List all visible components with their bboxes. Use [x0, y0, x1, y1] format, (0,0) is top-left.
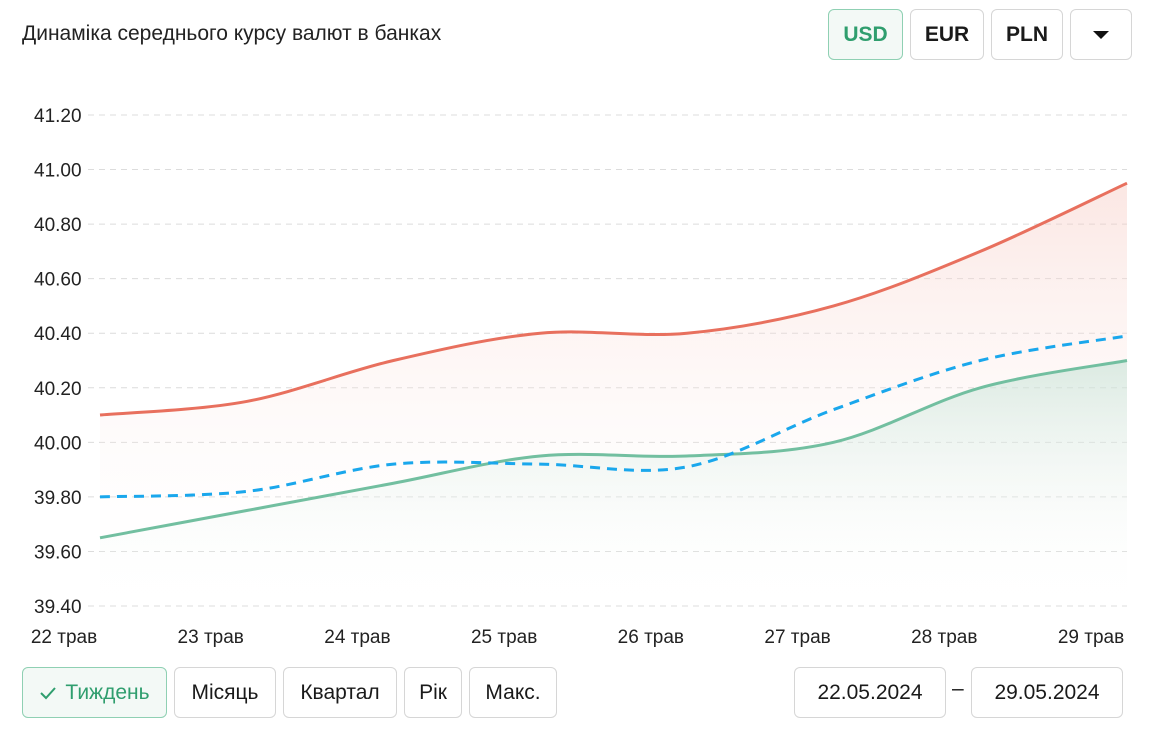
currency-usd-button[interactable]: USD	[828, 9, 903, 60]
x-tick-label: 24 трав	[324, 627, 390, 648]
date-from-input[interactable]: 22.05.2024	[794, 667, 946, 718]
y-tick-label: 40.60	[34, 270, 82, 291]
period-quarter-button[interactable]: Квартал	[283, 667, 397, 718]
period-max-button[interactable]: Макс.	[469, 667, 557, 718]
sell-rate-line	[99, 181, 1128, 417]
y-tick-label: 39.80	[34, 488, 82, 509]
y-tick-label: 41.20	[34, 106, 82, 127]
period-year-button[interactable]: Рік	[404, 667, 462, 718]
y-tick-label: 41.00	[34, 161, 82, 182]
y-tick-label: 39.40	[34, 597, 82, 618]
currency-eur-button[interactable]: EUR	[910, 9, 984, 60]
check-icon	[40, 686, 57, 699]
more-currencies-button[interactable]	[1070, 9, 1132, 60]
period-week-button[interactable]: Тиждень	[22, 667, 167, 718]
x-tick-label: 22 трав	[31, 627, 97, 648]
y-tick-label: 40.20	[34, 379, 82, 400]
nbu-rate-line	[99, 334, 1128, 499]
date-to-input[interactable]: 29.05.2024	[971, 667, 1123, 718]
x-tick-label: 26 трав	[618, 627, 684, 648]
x-tick-label: 28 трав	[911, 627, 977, 648]
buy-rate-line	[99, 359, 1128, 540]
x-tick-label: 29 трав	[1058, 627, 1124, 648]
y-tick-label: 40.80	[34, 215, 82, 236]
y-tick-label: 40.00	[34, 433, 82, 454]
currency-pln-button[interactable]: PLN	[991, 9, 1063, 60]
y-tick-label: 39.60	[34, 542, 82, 563]
x-tick-label: 23 трав	[178, 627, 244, 648]
x-tick-label: 25 трав	[471, 627, 537, 648]
chart-title: Динаміка середнього курсу валют в банках	[22, 22, 442, 45]
date-separator: –	[952, 677, 964, 700]
buy-rate-area	[100, 360, 1127, 606]
y-tick-label: 40.40	[34, 324, 82, 345]
x-tick-label: 27 трав	[764, 627, 830, 648]
period-label: Тиждень	[65, 680, 150, 704]
period-month-button[interactable]: Місяць	[174, 667, 276, 718]
caret-down-icon	[1093, 30, 1109, 39]
